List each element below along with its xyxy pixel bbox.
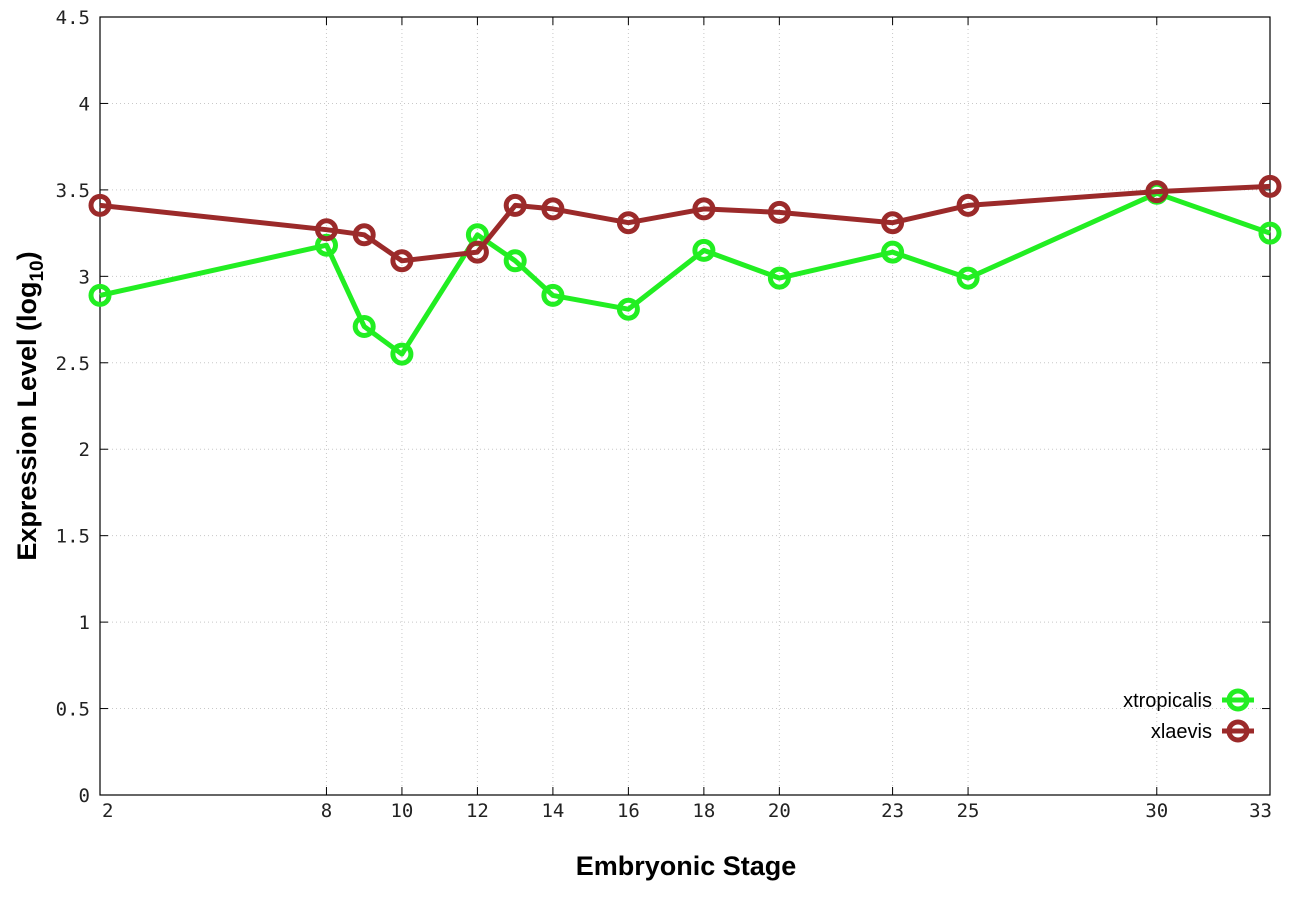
x-tick-labels: 2 8 10 12 14 16 18 20 23 25 30 33 <box>102 800 1272 822</box>
data-point-xtropicalis <box>541 283 565 307</box>
data-point-xtropicalis <box>956 266 980 290</box>
y-axis-title-subscript: 10 <box>27 260 48 281</box>
legend-label-xtropicalis: xtropicalis <box>1123 690 1212 712</box>
data-point-xlaevis <box>465 240 489 264</box>
y-tick-label: 2 <box>79 439 90 461</box>
data-point-xlaevis <box>692 197 716 221</box>
legend-marker-xlaevis <box>1226 719 1250 743</box>
x-axis-title: Embryonic Stage <box>576 851 797 881</box>
data-point-xlaevis <box>767 200 791 224</box>
data-point-xtropicalis <box>88 283 112 307</box>
y-tick-label: 4.5 <box>56 7 90 29</box>
y-tick-label: 0 <box>79 785 90 807</box>
y-axis-title-close: ) <box>12 251 42 260</box>
data-point-xlaevis <box>541 197 565 221</box>
y-tick-label: 3.5 <box>56 180 90 202</box>
data-point-xtropicalis <box>1258 221 1282 245</box>
x-tick-label: 33 <box>1249 800 1272 822</box>
x-tick-label: 8 <box>321 800 332 822</box>
data-point-xlaevis <box>315 218 338 242</box>
data-point-xtropicalis <box>616 297 640 321</box>
grid-lines <box>100 17 1270 795</box>
series-xlaevis <box>88 174 1282 273</box>
data-point-xlaevis <box>1258 174 1282 198</box>
y-tick-label: 2.5 <box>56 353 90 375</box>
data-point-xlaevis <box>956 193 980 217</box>
data-point-xtropicalis <box>352 315 376 338</box>
data-point-xtropicalis <box>692 238 716 262</box>
data-point-xlaevis <box>503 193 527 217</box>
data-point-xlaevis <box>352 223 376 247</box>
y-tick-label: 3 <box>79 266 90 288</box>
x-tick-label: 20 <box>768 800 791 822</box>
x-tick-label: 30 <box>1145 800 1168 822</box>
x-tick-label: 14 <box>541 800 564 822</box>
y-tick-label: 4 <box>79 93 90 115</box>
y-tick-label: 0.5 <box>56 699 90 721</box>
x-tick-label: 12 <box>466 800 489 822</box>
data-series <box>88 174 1282 366</box>
axis-ticks <box>99 16 1271 796</box>
data-point-xlaevis <box>88 193 112 217</box>
y-tick-labels: 0 0.5 1 1.5 2 2.5 3 3.5 4 4.5 <box>56 7 90 807</box>
data-point-xlaevis <box>881 211 905 235</box>
series-line-xtropicalis <box>99 190 1271 357</box>
y-axis-title-main: Expression Level (log <box>12 282 42 561</box>
y-tick-label: 1.5 <box>56 526 90 548</box>
data-point-xlaevis <box>1145 180 1169 204</box>
y-tick-label: 1 <box>79 612 90 634</box>
x-tick-label: 23 <box>881 800 904 822</box>
x-tick-label: 2 <box>102 800 113 822</box>
x-tick-label: 10 <box>390 800 413 822</box>
data-point-xlaevis <box>616 211 640 235</box>
legend-label-xlaevis: xlaevis <box>1151 721 1212 743</box>
y-axis-title: Expression Level (log10) <box>12 251 48 560</box>
data-point-xlaevis <box>390 249 414 273</box>
data-point-xtropicalis <box>881 240 905 264</box>
data-point-xtropicalis <box>390 342 414 366</box>
x-tick-label: 18 <box>692 800 715 822</box>
x-tick-label: 16 <box>617 800 640 822</box>
data-point-xtropicalis <box>767 266 791 290</box>
legend-marker-xtropicalis <box>1226 688 1250 712</box>
legend: xtropicalis xlaevis <box>1123 688 1254 743</box>
series-xtropicalis <box>88 181 1282 366</box>
x-tick-label: 25 <box>957 800 980 822</box>
plot-frame <box>99 16 1271 796</box>
data-point-xtropicalis <box>503 249 527 273</box>
